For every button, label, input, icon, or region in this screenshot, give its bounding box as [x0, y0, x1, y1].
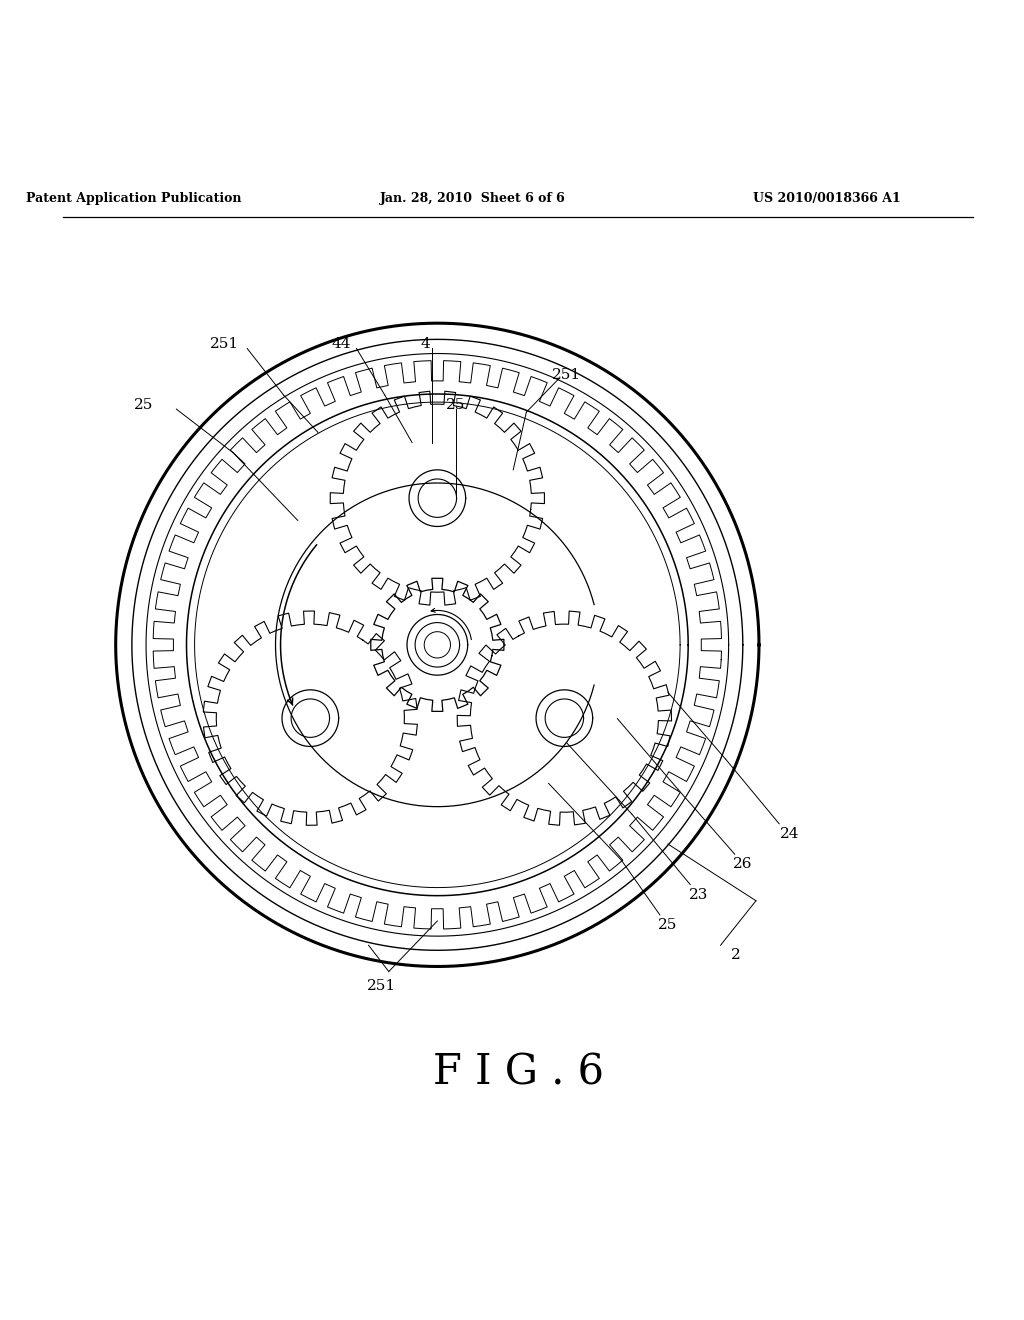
Text: 25: 25: [445, 399, 465, 412]
Text: 44: 44: [332, 338, 351, 351]
Text: 251: 251: [210, 338, 240, 351]
Text: F I G . 6: F I G . 6: [433, 1052, 604, 1094]
Text: Jan. 28, 2010  Sheet 6 of 6: Jan. 28, 2010 Sheet 6 of 6: [380, 193, 565, 206]
Text: 4: 4: [420, 338, 430, 351]
Text: Patent Application Publication: Patent Application Publication: [27, 193, 242, 206]
Text: 2: 2: [731, 948, 740, 962]
Text: 26: 26: [733, 857, 753, 871]
Text: 24: 24: [779, 826, 799, 841]
Text: 251: 251: [552, 368, 582, 381]
Text: 25: 25: [658, 917, 678, 932]
Text: 23: 23: [688, 887, 708, 902]
Text: US 2010/0018366 A1: US 2010/0018366 A1: [753, 193, 901, 206]
Text: 251: 251: [368, 978, 396, 993]
Text: 25: 25: [134, 399, 154, 412]
